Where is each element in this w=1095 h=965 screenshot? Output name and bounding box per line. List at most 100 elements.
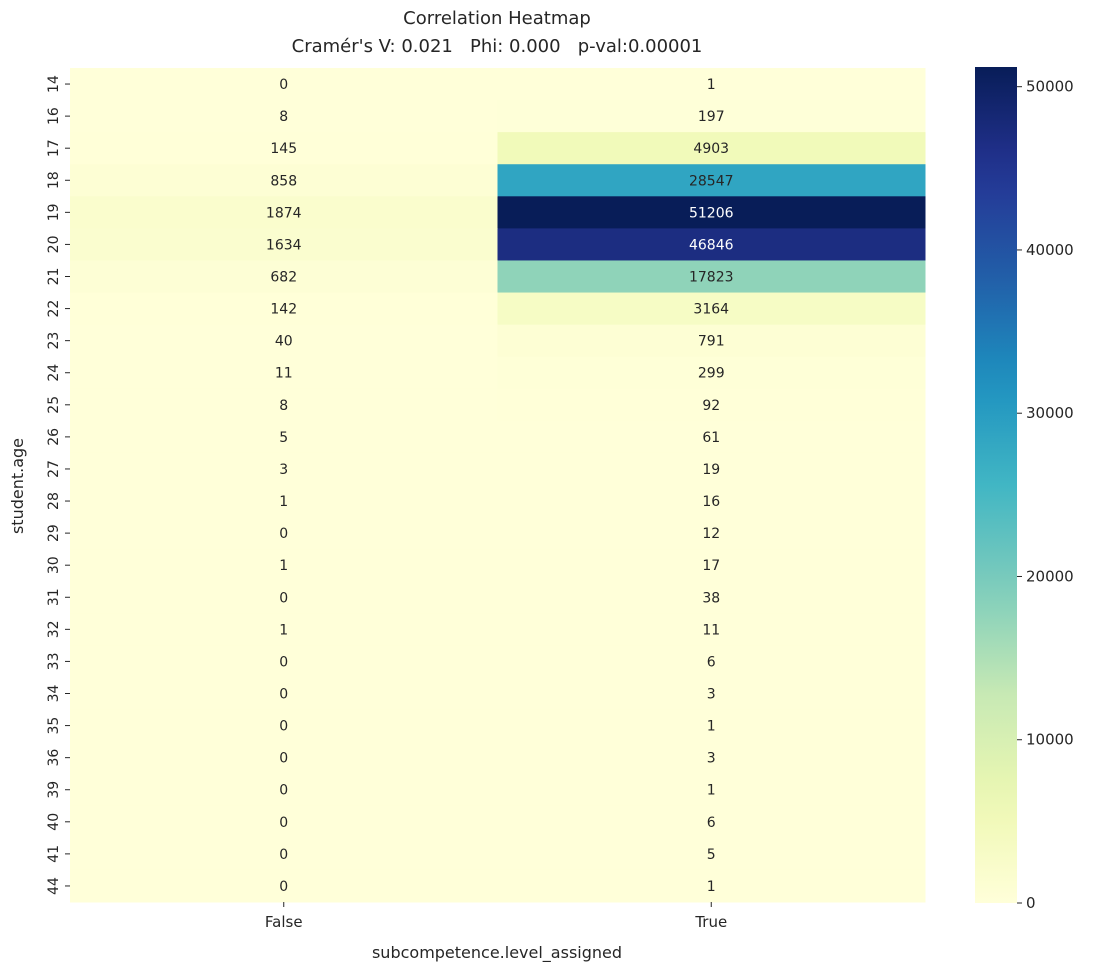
y-tick-label-22: 22 xyxy=(46,300,62,318)
heatmap-cell-24-true xyxy=(497,356,926,390)
colorbar-tick-label-0: 0 xyxy=(1026,894,1036,912)
cell-value-label-22-true: 3164 xyxy=(693,302,729,318)
cell-value-label-17-true: 4903 xyxy=(693,141,729,157)
y-tick-label-26: 26 xyxy=(46,428,62,446)
heatmap-cell-36-true xyxy=(497,741,926,775)
y-tick-label-40: 40 xyxy=(46,813,62,831)
cell-value-label-21-false: 682 xyxy=(270,270,297,286)
cell-value-label-39-true: 1 xyxy=(707,783,716,799)
heatmap-cell-17-true xyxy=(497,132,926,165)
cell-value-label-30-true: 17 xyxy=(702,558,720,574)
heatmap-cell-14-false xyxy=(70,68,498,101)
y-axis: 14 16 17 18 19 20 21 22 23 24 25 26 27 28 29 30 31 32 33 34… xyxy=(46,75,70,895)
colorbar: 0 10000 20000 30000 40000 50000 xyxy=(975,67,1074,912)
cell-value-label-14-false: 0 xyxy=(279,77,288,93)
heatmap-cell-29-true xyxy=(497,517,926,550)
heatmap-cell-23-false xyxy=(70,324,498,358)
y-tick-label-24: 24 xyxy=(46,364,62,382)
heatmap-cell-27-false xyxy=(70,452,498,486)
colorbar-tick-label-10000: 10000 xyxy=(1026,731,1074,749)
heatmap-cell-19-false xyxy=(70,196,498,229)
heatmap-cell-28-true xyxy=(497,485,926,518)
cell-value-label-40-true: 6 xyxy=(707,815,716,831)
cell-value-label-23-true: 791 xyxy=(698,334,725,350)
cell-value-label-24-false: 11 xyxy=(275,366,293,382)
cell-value-label-44-true: 1 xyxy=(707,879,716,895)
heatmap-cell-32-false xyxy=(70,613,498,646)
colorbar-tick-label-50000: 50000 xyxy=(1026,78,1074,96)
heatmap-cell-22-false xyxy=(70,292,498,326)
heatmap-cell-31-true xyxy=(497,581,926,614)
heatmap-cell-18-false xyxy=(70,164,498,197)
y-tick-label-19: 19 xyxy=(46,203,62,221)
heatmap-cell-25-false xyxy=(70,388,498,422)
heatmap-cell-33-false xyxy=(70,645,498,678)
y-tick-label-44: 44 xyxy=(46,877,62,895)
heatmap-cell-23-true xyxy=(497,324,926,358)
heatmap-cell-35-true xyxy=(497,709,926,743)
cell-value-label-27-true: 19 xyxy=(702,462,720,478)
heatmap-cell-24-false xyxy=(70,356,498,390)
chart-title: Correlation Heatmap xyxy=(403,8,591,29)
heatmap-cell-26-true xyxy=(497,420,926,454)
cell-value-label-33-true: 6 xyxy=(707,654,716,670)
heatmap-cell-30-false xyxy=(70,549,498,582)
heatmap-cell-28-false xyxy=(70,485,498,518)
y-tick-label-41: 41 xyxy=(46,845,62,863)
heatmap-cell-26-false xyxy=(70,420,498,454)
cell-value-label-19-false: 1874 xyxy=(266,205,302,221)
cell-value-label-41-true: 5 xyxy=(707,847,716,863)
cell-value-label-32-true: 11 xyxy=(702,622,720,638)
y-tick-label-23: 23 xyxy=(46,332,62,350)
y-tick-label-36: 36 xyxy=(46,749,62,767)
heatmap-cell-21-false xyxy=(70,260,498,294)
cell-value-label-27-false: 3 xyxy=(279,462,288,478)
cell-value-label-23-false: 40 xyxy=(275,334,293,350)
y-tick-label-18: 18 xyxy=(46,171,62,189)
cell-value-label-24-true: 299 xyxy=(698,366,725,382)
heatmap-cell-44-true xyxy=(497,869,926,903)
cell-value-label-26-true: 61 xyxy=(702,430,720,446)
cell-value-label-35-false: 0 xyxy=(279,719,288,735)
cell-value-label-40-false: 0 xyxy=(279,815,288,831)
cell-value-label-28-false: 1 xyxy=(279,494,288,510)
heatmap-cell-16-true xyxy=(497,100,926,133)
heatmap-cell-39-false xyxy=(70,773,498,807)
x-tick-label-true: True xyxy=(694,913,727,931)
y-tick-label-31: 31 xyxy=(46,588,62,606)
cell-value-label-21-true: 17823 xyxy=(689,270,734,286)
cell-value-label-33-false: 0 xyxy=(279,654,288,670)
cell-value-label-16-false: 8 xyxy=(279,109,288,125)
cell-value-label-41-false: 0 xyxy=(279,847,288,863)
x-tick-label-false: False xyxy=(265,913,303,931)
y-axis-label: student.age xyxy=(8,438,27,534)
cell-value-label-20-true: 46846 xyxy=(689,237,734,253)
heatmap-cell-16-false xyxy=(70,100,498,133)
cell-value-label-35-true: 1 xyxy=(707,719,716,735)
heatmap-cell-21-true xyxy=(497,260,926,294)
cell-value-label-18-false: 858 xyxy=(270,173,297,189)
colorbar-tick-label-20000: 20000 xyxy=(1026,567,1074,585)
chart-subtitle: Cramér's V: 0.021 Phi: 0.000 p-val:0.000… xyxy=(292,36,703,57)
cell-value-label-36-false: 0 xyxy=(279,751,288,767)
y-tick-label-20: 20 xyxy=(46,236,62,254)
cell-value-label-34-true: 3 xyxy=(707,687,716,703)
cell-value-label-39-false: 0 xyxy=(279,783,288,799)
y-tick-label-30: 30 xyxy=(46,556,62,574)
cell-value-label-32-false: 1 xyxy=(279,622,288,638)
heatmap-cell-19-true xyxy=(497,196,926,229)
heatmap-cells xyxy=(70,68,926,903)
heatmap-cell-31-false xyxy=(70,581,498,614)
cell-value-label-31-false: 0 xyxy=(279,590,288,606)
heatmap-cell-35-false xyxy=(70,709,498,743)
heatmap-cell-33-true xyxy=(497,645,926,678)
heatmap-cell-29-false xyxy=(70,517,498,550)
heatmap-cell-14-true xyxy=(497,68,926,101)
cell-value-label-20-false: 1634 xyxy=(266,237,302,253)
y-tick-label-21: 21 xyxy=(46,268,62,286)
heatmap-cell-20-false xyxy=(70,228,498,261)
heatmap-cell-18-true xyxy=(497,164,926,197)
heatmap-cell-22-true xyxy=(497,292,926,326)
colorbar-tick-label-40000: 40000 xyxy=(1026,241,1074,259)
